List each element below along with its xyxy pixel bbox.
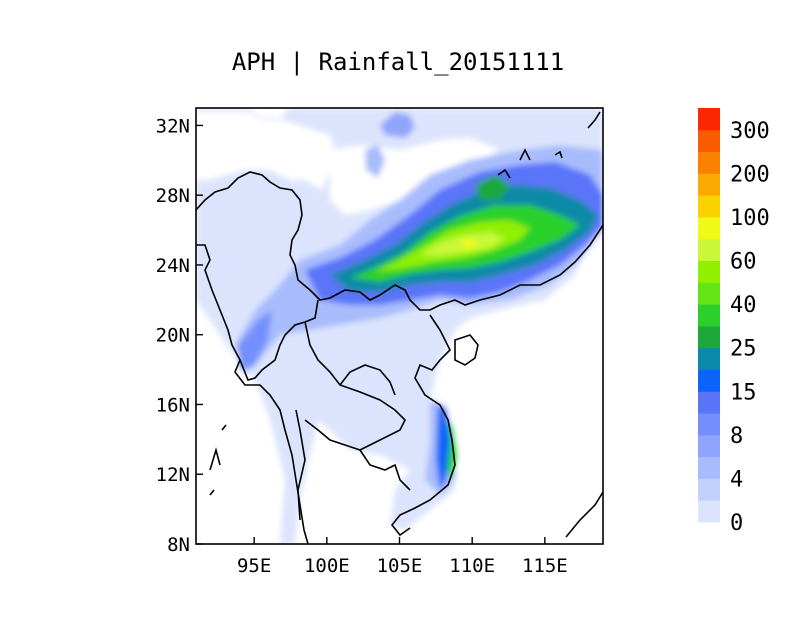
colorbar-label: 0 (730, 511, 743, 536)
colorbar-label: 8 (730, 424, 743, 449)
colorbar-swatch (698, 434, 720, 458)
colorbar-swatch (698, 151, 720, 174)
y-tick-label: 8N (167, 534, 190, 556)
colorbar-label: 200 (730, 162, 770, 187)
colorbar-label: 100 (730, 206, 770, 231)
y-tick-label: 24N (156, 255, 190, 277)
colorbar-swatch (698, 500, 720, 523)
colorbar-swatch (698, 216, 720, 240)
colorbar-swatch (698, 129, 720, 153)
y-tick-label: 28N (156, 185, 190, 207)
colorbar: 0 4 8 15 25 40 60 100 200 300 (698, 108, 770, 536)
y-tick-label: 32N (156, 115, 190, 137)
colorbar-swatch (698, 347, 720, 370)
colorbar-swatch (698, 238, 720, 262)
axes-ticks: 95E 100E 105E 110E 115E 8N 12N 16N 20N 24N 28N 32N (156, 115, 568, 577)
colorbar-swatch (698, 391, 720, 414)
x-tick-label: 110E (449, 555, 495, 577)
colorbar-label: 25 (730, 337, 757, 362)
x-tick-label: 115E (522, 555, 568, 577)
colorbar-label: 15 (730, 380, 757, 405)
colorbar-swatch (698, 325, 720, 349)
colorbar-swatch (698, 195, 720, 218)
map-title: APH | Rainfall_20151111 (231, 48, 565, 76)
colorbar-label: 40 (730, 293, 757, 318)
colorbar-swatch (698, 173, 720, 196)
coastlines (196, 111, 603, 544)
colorbar-swatch (698, 282, 720, 305)
colorbar-label: 60 (730, 250, 757, 275)
colorbar-swatch (698, 260, 720, 283)
colorbar-swatch (698, 478, 720, 501)
colorbar-swatch (698, 369, 720, 392)
x-tick-label: 105E (377, 555, 423, 577)
colorbar-swatch (698, 456, 720, 479)
dry-region (196, 112, 335, 190)
colorbar-label: 300 (730, 119, 770, 144)
colorbar-swatch (698, 304, 720, 327)
y-tick-label: 16N (156, 394, 190, 416)
colorbar-swatch (698, 413, 720, 436)
x-tick-label: 95E (237, 555, 271, 577)
colorbar-label: 4 (730, 467, 743, 492)
x-tick-label: 100E (304, 555, 350, 577)
y-tick-label: 20N (156, 325, 190, 347)
rainfall-field (196, 108, 603, 544)
colorbar-swatch (698, 108, 720, 131)
y-tick-label: 12N (156, 464, 190, 486)
